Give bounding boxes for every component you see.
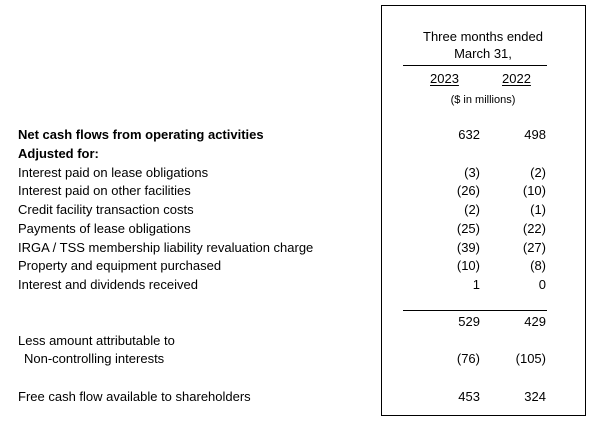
row-label: Credit facility transaction costs: [18, 202, 194, 217]
row-value-2022: (10): [522, 183, 546, 198]
subtotal-rule: [403, 310, 547, 311]
row-value-2022: (8): [530, 258, 546, 273]
fcf-value-2023: 453: [458, 389, 480, 404]
year-2022-header: 2022: [502, 71, 531, 86]
row-value-2023: 1: [472, 277, 480, 292]
nci-label-line1: Less amount attributable to: [18, 333, 175, 348]
period-title-line1: Three months ended: [423, 29, 543, 44]
row-label: Interest and dividends received: [18, 277, 198, 292]
nci-value-2023: (76): [456, 351, 480, 366]
units-note: ($ in millions): [450, 94, 516, 106]
subtotal-2022: 429: [524, 314, 546, 329]
row-value-2022: 0: [538, 277, 546, 292]
nci-value-2022: (105): [515, 351, 546, 366]
row-label: IRGA / TSS membership liability revaluat…: [18, 240, 314, 255]
row-value-2023: (10): [456, 258, 480, 273]
row-label: Net cash flows from operating activities: [18, 127, 264, 142]
year-2023-header: 2023: [430, 71, 459, 86]
subtotal-2023: 529: [458, 314, 480, 329]
row-label: Interest paid on other facilities: [18, 183, 191, 198]
year-column-frame: [381, 5, 586, 416]
row-value-2023: 632: [458, 127, 480, 142]
nci-label-line2: Non-controlling interests: [24, 351, 165, 366]
row-value-2023: (3): [464, 165, 480, 180]
row-value-2022: (27): [522, 240, 546, 255]
row-value-2022: (1): [530, 202, 546, 217]
row-value-2023: (25): [456, 221, 480, 236]
row-value-2022: (2): [530, 165, 546, 180]
fcf-label: Free cash flow available to shareholders: [18, 389, 251, 404]
period-title-line2: March 31,: [454, 46, 512, 61]
header-rule: [403, 65, 547, 66]
row-label: Property and equipment purchased: [18, 258, 222, 273]
section-label: Adjusted for:: [18, 146, 99, 161]
row-value-2023: (2): [464, 202, 480, 217]
row-value-2022: (22): [522, 221, 546, 236]
row-label: Interest paid on lease obligations: [18, 165, 209, 180]
row-value-2022: 498: [524, 127, 546, 142]
row-value-2023: (39): [456, 240, 480, 255]
row-label: Payments of lease obligations: [18, 221, 191, 236]
row-value-2023: (26): [456, 183, 480, 198]
fcf-value-2022: 324: [524, 389, 546, 404]
